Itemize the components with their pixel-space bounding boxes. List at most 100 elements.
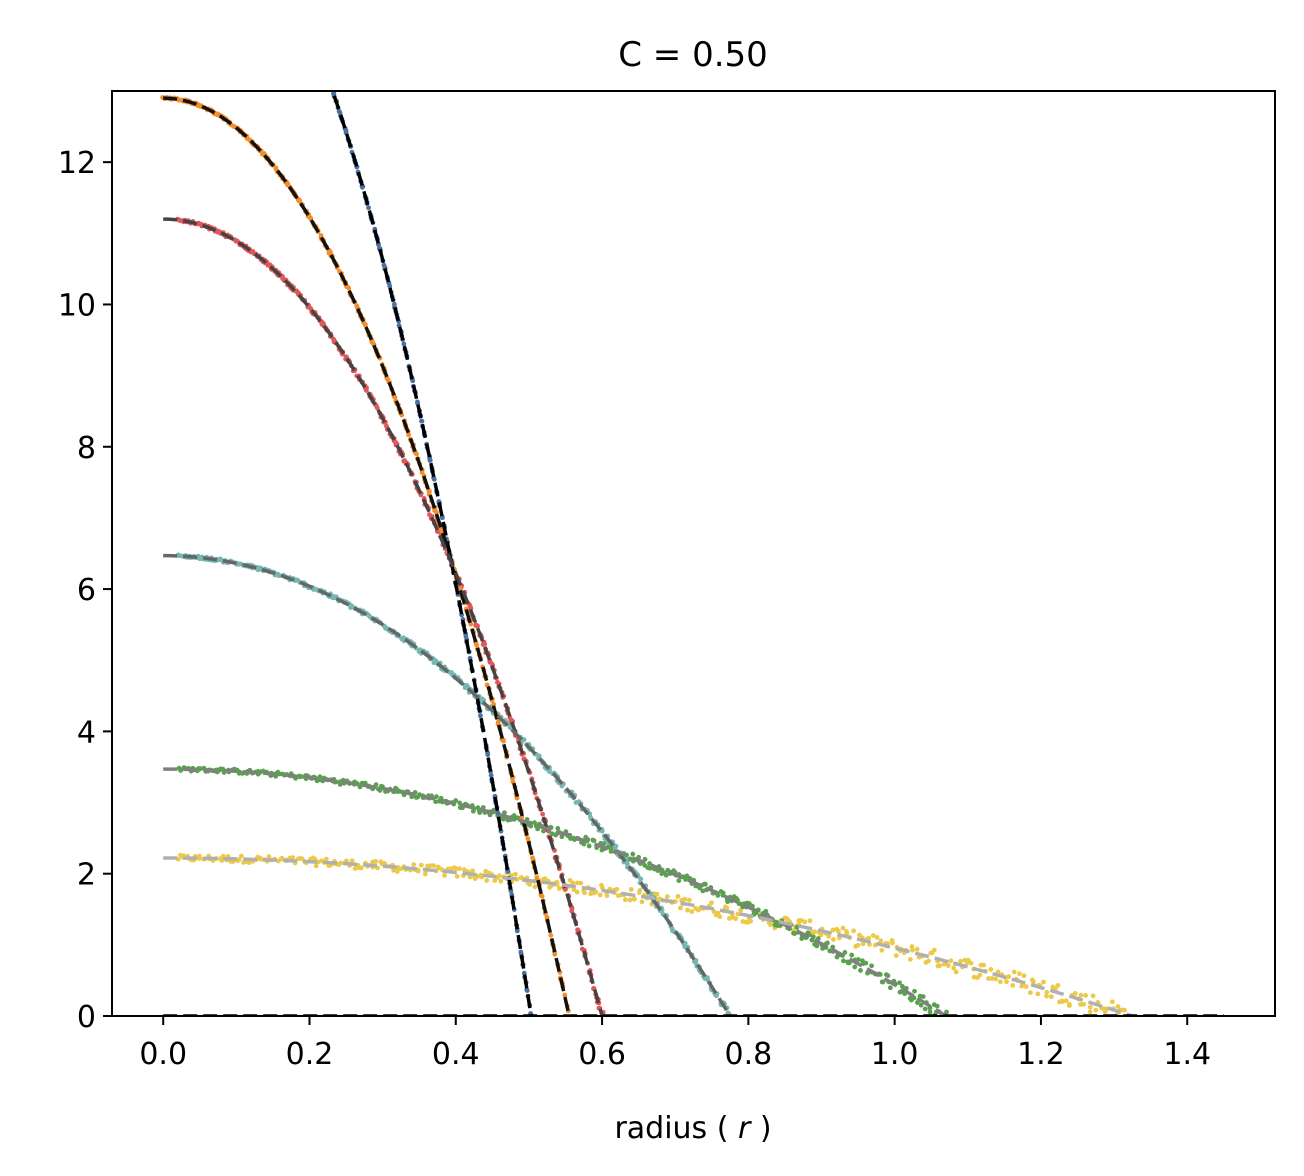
data-point (922, 1006, 928, 1012)
data-point (552, 951, 558, 957)
data-point (920, 994, 926, 999)
data-point (570, 880, 576, 886)
data-point (392, 394, 398, 400)
data-point (557, 886, 562, 891)
data-point (414, 451, 419, 457)
data-point (217, 556, 223, 562)
data-point (457, 585, 463, 591)
data-point (893, 953, 899, 958)
data-point (586, 843, 592, 849)
data-point (548, 932, 554, 938)
data-point (313, 40, 318, 45)
data-point (582, 890, 587, 896)
data-point (851, 928, 856, 934)
data-point (638, 876, 644, 882)
data-point (945, 963, 951, 968)
data-point (394, 869, 400, 874)
data-point (709, 900, 714, 906)
y-tick-label: 8 (77, 431, 96, 466)
data-point (319, 58, 324, 63)
data-point (359, 184, 365, 190)
data-point (639, 899, 645, 905)
data-point (540, 811, 546, 817)
data-point (461, 867, 467, 873)
data-point (860, 941, 866, 947)
data-point (624, 861, 630, 867)
data-point (492, 878, 498, 883)
data-point (299, 5, 304, 10)
data-point (391, 867, 396, 873)
data-point (485, 752, 491, 758)
data-point (926, 958, 931, 964)
data-point (855, 957, 861, 962)
data-point (676, 878, 682, 884)
data-point (951, 965, 957, 971)
data-point (647, 861, 652, 866)
data-point (1087, 1009, 1093, 1015)
data-point (1011, 969, 1017, 975)
data-point (357, 784, 363, 790)
data-point (1004, 979, 1009, 985)
data-point (521, 970, 527, 976)
y-tick-label: 6 (77, 573, 96, 608)
data-point (802, 919, 808, 925)
data-point (296, 0, 301, 3)
data-point (315, 45, 320, 50)
data-point (273, 166, 279, 172)
data-point (307, 24, 312, 29)
data-point (324, 69, 329, 74)
data-point (997, 979, 1003, 985)
data-point (847, 960, 852, 966)
data-point (555, 826, 561, 831)
data-point (613, 843, 619, 849)
data-point (630, 851, 636, 857)
data-point (345, 284, 351, 290)
data-point (632, 896, 637, 902)
data-point (338, 860, 344, 866)
data-point (1060, 999, 1065, 1004)
data-point (317, 774, 323, 780)
data-point (604, 893, 610, 898)
data-point (297, 0, 302, 4)
data-point (810, 934, 816, 940)
data-point (863, 960, 869, 966)
data-point (534, 875, 540, 881)
data-point (178, 768, 184, 773)
data-point (362, 321, 368, 327)
data-point (852, 964, 858, 970)
data-point (977, 972, 983, 978)
data-point (321, 63, 326, 68)
data-point (574, 880, 580, 886)
data-point (1067, 1002, 1072, 1007)
plot-area (160, 0, 1224, 1016)
data-point (308, 29, 313, 34)
data-point (597, 892, 603, 898)
data-point (879, 947, 885, 953)
data-point (874, 934, 880, 940)
data-point (814, 943, 820, 949)
data-point (948, 958, 954, 964)
data-point (326, 77, 331, 82)
data-point (591, 838, 597, 844)
data-point (326, 78, 331, 83)
data-point (858, 968, 863, 973)
data-point (366, 205, 371, 211)
data-point (1048, 994, 1054, 1000)
data-point (468, 604, 473, 610)
data-point (981, 962, 987, 968)
plot-frame (111, 90, 1276, 1017)
data-point (826, 933, 832, 939)
data-point (401, 341, 407, 347)
data-point (897, 980, 902, 986)
y-tick-label: 2 (77, 858, 96, 893)
data-point (238, 853, 244, 859)
data-point (258, 856, 264, 862)
data-point (958, 958, 963, 964)
data-point (295, 0, 300, 2)
fit-curve (163, 767, 947, 1016)
data-point (869, 963, 874, 969)
data-point (685, 907, 690, 913)
x-tick-label: 1.0 (871, 1037, 919, 1072)
data-point (1109, 999, 1115, 1005)
data-point (1090, 993, 1096, 999)
